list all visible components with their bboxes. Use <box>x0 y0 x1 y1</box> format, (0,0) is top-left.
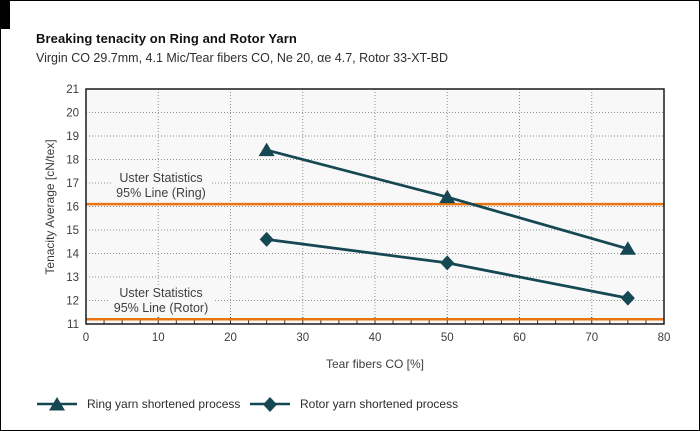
ring-series-triangle-icon <box>37 397 77 411</box>
chart-subtitle: Virgin CO 29.7mm, 4.1 Mic/Tear fibers CO… <box>36 51 449 65</box>
rotor-series-marker <box>440 255 455 271</box>
y-tick-label: 15 <box>66 225 79 237</box>
legend-item-rotor: Rotor yarn shortened process <box>249 396 458 412</box>
plot-border <box>85 88 665 325</box>
x-axis-title: Tear fibers CO [%] <box>325 357 425 371</box>
corner-mark <box>1 1 10 29</box>
reference-label-rotor-line2: 95% Line (Rotor) <box>113 300 209 315</box>
y-tick-label: 12 <box>66 296 79 308</box>
x-tick-label: 10 <box>152 332 165 344</box>
y-tick-label: 11 <box>67 319 79 331</box>
y-tick-label: 16 <box>66 202 79 214</box>
y-tick-label: 19 <box>66 131 79 143</box>
x-tick-label: 70 <box>585 332 598 344</box>
y-tick-label: 20 <box>66 108 79 120</box>
y-tick-label: 13 <box>66 272 79 284</box>
legend-item-rotor-label: Rotor yarn shortened process <box>300 397 459 411</box>
chart-title: Breaking tenacity on Ring and Rotor Yarn <box>36 31 297 46</box>
x-tick-label: 60 <box>513 332 526 344</box>
rotor-series-diamond-icon <box>250 397 290 412</box>
reference-label-ring-line2: 95% Line (Ring) <box>116 185 206 200</box>
reference-label-rotor-line1: Uster Statistics <box>119 286 203 301</box>
ring-series-marker <box>619 241 636 255</box>
y-axis-title: Tenacity Average [cN/tex] <box>43 139 57 275</box>
y-tick-label: 14 <box>66 249 79 261</box>
x-tick-label: 0 <box>83 332 89 344</box>
reference-label-ring: Uster Statistics 95% Line (Ring) <box>111 171 211 201</box>
rotor-series-marker <box>259 231 274 247</box>
reference-label-ring-line1: Uster Statistics <box>119 171 203 186</box>
legend-item-ring-label: Ring yarn shortened process <box>87 397 241 411</box>
x-tick-label: 40 <box>369 332 382 344</box>
rotor-series-marker <box>620 290 635 306</box>
y-tick-label: 21 <box>66 84 79 96</box>
x-tick-label: 80 <box>658 332 671 344</box>
reference-label-rotor: Uster Statistics 95% Line (Rotor) <box>108 286 214 316</box>
legend-item-ring: Ring yarn shortened process <box>36 396 240 412</box>
y-tick-label: 17 <box>66 178 79 190</box>
x-tick-label: 20 <box>224 332 237 344</box>
x-tick-label: 30 <box>296 332 309 344</box>
ring-series-marker <box>258 142 275 157</box>
x-tick-label: 50 <box>441 332 454 344</box>
y-tick-label: 18 <box>66 155 79 167</box>
ring-series-marker <box>439 189 456 204</box>
